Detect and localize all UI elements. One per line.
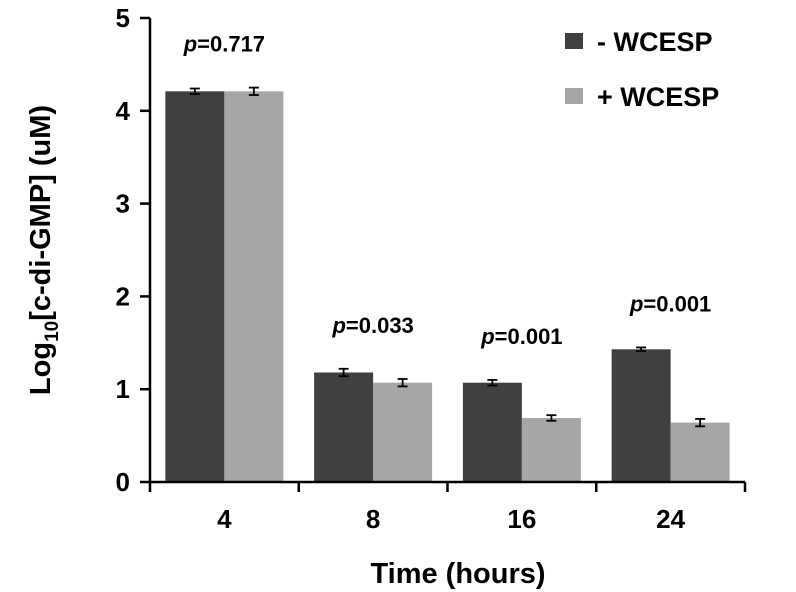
error-bars-layer [189, 86, 706, 428]
p-symbol: p [480, 324, 494, 349]
p-value-text: =0.001 [495, 324, 563, 349]
bar-minus-wcesp [462, 382, 522, 482]
y-axis-title-subscript: 10 [42, 321, 63, 342]
bar-plus-wcesp [521, 417, 581, 482]
y-tick-label: 3 [116, 189, 130, 219]
y-tick-label: 5 [116, 3, 130, 33]
y-axis-ticks: 0 1 2 3 4 5 [116, 3, 150, 497]
legend-swatch-plus-wcesp [565, 88, 583, 104]
p-symbol: p [629, 291, 643, 316]
x-tick-label: 4 [217, 504, 232, 534]
y-tick-label: 4 [116, 96, 131, 126]
p-value-label: p=0.001 [480, 324, 562, 349]
p-value-text: =0.033 [346, 313, 414, 338]
x-tick-label: 16 [507, 504, 536, 534]
bar-minus-wcesp [611, 349, 671, 482]
p-value-label: p=0.001 [629, 291, 711, 316]
p-value-label: p=0.717 [183, 32, 265, 57]
y-tick-label: 1 [116, 374, 130, 404]
y-axis-title-prefix: Log [25, 342, 57, 395]
x-axis-title: Time (hours) [370, 558, 545, 590]
legend-label-minus-wcesp: - WCESP [597, 27, 713, 57]
x-tick-label: 24 [656, 504, 685, 534]
bar-minus-wcesp [314, 372, 374, 482]
y-axis-title-suffix: [c-di-GMP] (uM) [25, 105, 57, 321]
y-axis-title: Log10[c-di-GMP] (uM) [25, 105, 63, 395]
y-tick-label: 2 [116, 281, 130, 311]
p-value-label: p=0.033 [331, 313, 413, 338]
legend-swatch-minus-wcesp [565, 33, 583, 49]
bar-plus-wcesp [373, 382, 433, 482]
x-tick-label: 8 [366, 504, 380, 534]
y-tick-label: 0 [116, 467, 130, 497]
bar-minus-wcesp [165, 91, 225, 482]
p-value-text: =0.001 [643, 291, 711, 316]
p-value-text: =0.717 [197, 32, 265, 57]
bar-plus-wcesp [224, 91, 284, 482]
bars-layer [165, 91, 730, 482]
legend-label-plus-wcesp: + WCESP [597, 82, 719, 112]
x-axis-ticks: 4 8 16 24 [148, 482, 747, 534]
bar-plus-wcesp [670, 422, 730, 482]
p-symbol: p [331, 313, 345, 338]
legend: - WCESP + WCESP [565, 27, 719, 112]
p-symbol: p [183, 32, 197, 57]
